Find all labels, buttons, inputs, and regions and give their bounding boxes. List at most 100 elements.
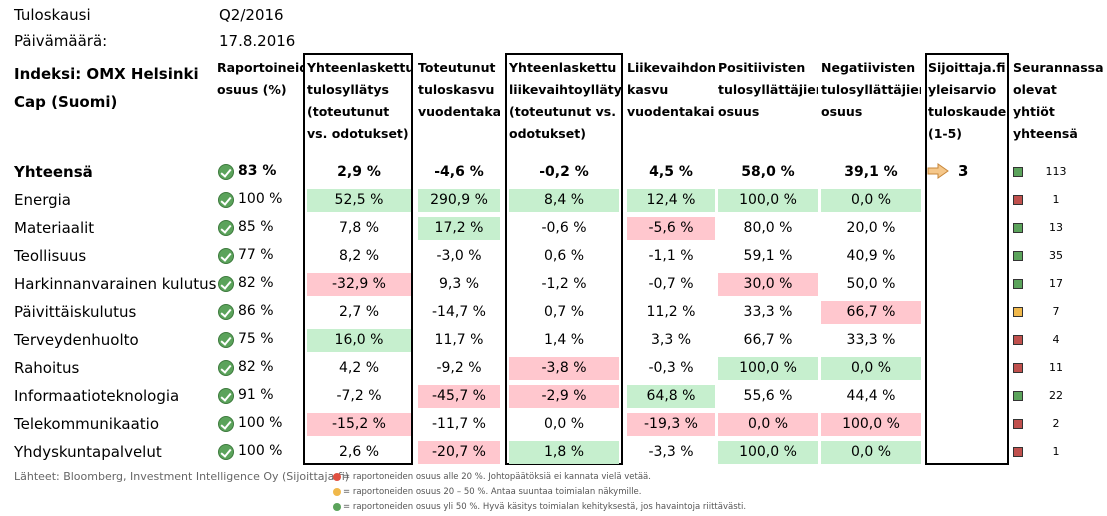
company-count: 35 [1049, 249, 1063, 262]
table-cell-c4: 4,5 % [649, 164, 693, 180]
date-value: 17.8.2016 [219, 32, 296, 50]
row-label: Teollisuus [14, 247, 87, 265]
yellow-status-icon [333, 487, 341, 496]
table-cell-c4: -1,1 % [648, 248, 694, 264]
status-square-icon [1013, 167, 1023, 177]
table-cell-c1: 2,6 % [338, 444, 380, 460]
table-cell-c6: 44,4 % [846, 388, 896, 404]
check-circle-icon [218, 248, 234, 264]
check-circle-icon [218, 192, 234, 208]
row-label: Energia [14, 191, 71, 209]
table-cell-c6: 66,7 % [821, 301, 921, 324]
table-cell-c1: -15,2 % [307, 413, 411, 436]
col-positive-share: Positiivisten tulosyllättäjien osuus [718, 60, 818, 119]
table-cell-c2: 290,9 % [418, 189, 500, 212]
legend-red: = raportoneiden osuus alle 20 %. Johtopä… [333, 472, 651, 482]
table-cell-c3: 0,6 % [543, 248, 585, 264]
table-cell-c4: -3,3 % [648, 444, 694, 460]
col-earnings-growth: Toteutunut tuloskasvu vuodentakaisesta [418, 60, 500, 119]
legend-green: = raportoneiden osuus yli 50 %. Hyvä käs… [333, 502, 746, 512]
rating-box [925, 53, 1009, 465]
table-cell-c3: -0,2 % [539, 164, 589, 180]
reported-share-value: 91 % [238, 387, 274, 403]
arrow-right-icon [927, 163, 949, 179]
table-cell-c6: 0,0 % [821, 441, 921, 464]
table-cell-c4: -5,6 % [627, 217, 715, 240]
table-cell-c6: 0,0 % [821, 357, 921, 380]
table-cell-c3: 1,4 % [543, 332, 585, 348]
legend-yellow: = raportoneiden osuus 20 – 50 %. Antaa s… [333, 487, 642, 497]
table-cell-c2: 9,3 % [438, 276, 480, 292]
reported-share-value: 82 % [238, 275, 274, 291]
row-label: Harkinnanvarainen kulutus [14, 275, 217, 293]
status-square-icon [1013, 335, 1023, 345]
check-circle-icon [218, 164, 234, 180]
row-label: Rahoitus [14, 359, 80, 377]
check-circle-icon [218, 220, 234, 236]
sources-note: Lähteet: Bloomberg, Investment Intellige… [14, 470, 350, 483]
table-cell-c5: 100,0 % [718, 441, 818, 464]
table-cell-c4: -0,3 % [648, 360, 694, 376]
earnings-surprise-box [303, 53, 413, 465]
status-square-icon [1013, 391, 1023, 401]
overall-rating-value: 3 [958, 162, 969, 180]
table-cell-c5: 66,7 % [743, 332, 793, 348]
table-cell-c3: -0,6 % [541, 220, 587, 236]
table-cell-c6: 100,0 % [821, 413, 921, 436]
row-label: Yhdyskuntapalvelut [14, 443, 162, 461]
index-title: Indeksi: OMX Helsinki Cap (Suomi) [14, 65, 199, 111]
table-cell-c5: 55,6 % [743, 388, 793, 404]
reported-share-value: 100 % [238, 415, 283, 431]
table-cell-c5: 100,0 % [718, 357, 818, 380]
col-negative-share: Negatiivisten tulosyllättäjien osuus [821, 60, 921, 119]
row-label: Yhteensä [14, 163, 93, 181]
table-cell-c6: 0,0 % [821, 189, 921, 212]
reported-share-value: 77 % [238, 247, 274, 263]
check-circle-icon [218, 332, 234, 348]
status-square-icon [1013, 223, 1023, 233]
row-label: Materiaalit [14, 219, 95, 237]
status-square-icon [1013, 251, 1023, 261]
row-label: Päivittäiskulutus [14, 303, 137, 321]
table-cell-c5: 80,0 % [743, 220, 793, 236]
table-cell-c4: 3,3 % [650, 332, 692, 348]
table-cell-c5: 100,0 % [718, 189, 818, 212]
check-circle-icon [218, 360, 234, 376]
reported-share-value: 86 % [238, 303, 274, 319]
red-status-icon [333, 472, 341, 481]
table-cell-c4: -19,3 % [627, 413, 715, 436]
date-label: Päivämäärä: [14, 32, 108, 50]
col-overall-rating: Sijoittaja.fin yleisarvio tuloskaudesta … [928, 60, 1006, 141]
table-cell-c3: -3,8 % [509, 357, 619, 380]
table-cell-c3: -1,2 % [541, 276, 587, 292]
reported-share-value: 100 % [238, 443, 283, 459]
company-count: 4 [1052, 333, 1060, 346]
row-label: Informaatioteknologia [14, 387, 180, 405]
legend-green-text: = raportoneiden osuus yli 50 %. Hyvä käs… [343, 502, 747, 512]
table-cell-c1: 8,2 % [338, 248, 380, 264]
table-cell-c6: 20,0 % [846, 220, 896, 236]
reported-share-value: 75 % [238, 331, 274, 347]
check-circle-icon [218, 444, 234, 460]
reported-share-value: 85 % [238, 219, 274, 235]
table-cell-c4: 12,4 % [627, 189, 715, 212]
check-circle-icon [218, 388, 234, 404]
table-cell-c2: -14,7 % [432, 304, 486, 320]
reported-share-value: 82 % [238, 359, 274, 375]
company-count: 7 [1052, 305, 1060, 318]
col-revenue-growth: Liikevaihdon kasvu vuodentakaisesta [627, 60, 715, 119]
reported-share-value: 100 % [238, 191, 283, 207]
table-cell-c1: 7,8 % [338, 220, 380, 236]
table-cell-c5: 0,0 % [718, 413, 818, 436]
table-cell-c1: 4,2 % [338, 360, 380, 376]
col-earnings-surprise: Yhteenlaskettu tulosyllätys (toteutunut … [307, 60, 411, 141]
table-cell-c3: -2,9 % [509, 385, 619, 408]
check-circle-icon [218, 416, 234, 432]
legend-yellow-text: = raportoneiden osuus 20 – 50 %. Antaa s… [343, 487, 642, 497]
table-cell-c6: 33,3 % [846, 332, 896, 348]
company-count: 1 [1052, 193, 1060, 206]
row-label: Terveydenhuolto [14, 331, 139, 349]
company-count: 22 [1049, 389, 1063, 402]
table-cell-c5: 30,0 % [718, 273, 818, 296]
table-cell-c3: 1,8 % [509, 441, 619, 464]
